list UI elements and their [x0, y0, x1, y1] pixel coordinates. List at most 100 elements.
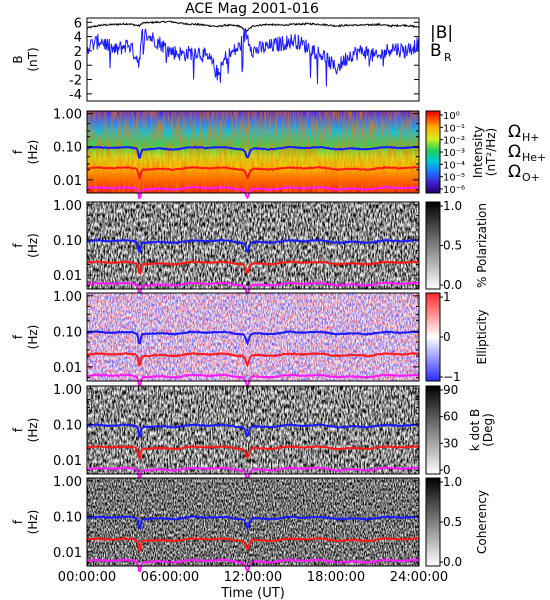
gyro-legend-sub-O_plus: O+ [522, 171, 540, 184]
colorbar-tick-label: 0 [443, 463, 451, 477]
heatmap-texture [87, 202, 419, 289]
ytick-label: 0.10 [53, 234, 82, 249]
colorbar-label-line1: Coherency [475, 490, 489, 554]
ylabel-line1: B [11, 55, 25, 63]
panel-5: f (Hz) 1.00 0.10 0.01 90 60 30 0 k dot B (Deg) [11, 383, 495, 482]
colorbar [425, 385, 441, 475]
plot-frame [86, 110, 420, 194]
gyro-line-H_plus [86, 423, 420, 438]
heatmap [87, 111, 419, 193]
colorbar-label-line2: (nT²/Hz) [484, 128, 498, 176]
heatmap-texture [87, 111, 419, 193]
colorbar-tick-label: 0.5 [443, 239, 462, 253]
ylabel-line2: (Hz) [26, 140, 40, 165]
ylabel-line1: f [11, 149, 25, 154]
ylabel-line2: (Hz) [26, 510, 40, 535]
gyro-line-H_plus [86, 515, 420, 531]
colorbar-tick-label: 10⁻³ [443, 148, 465, 159]
ylabel-line1: f [11, 334, 25, 339]
gyro-legend-symbol-He_plus: Ω [508, 142, 521, 162]
gyro-line-He_plus [86, 537, 420, 552]
ytick-label: 0.10 [53, 141, 82, 156]
plot-frame [86, 292, 420, 382]
gyro-line-O_plus [86, 185, 420, 200]
colorbar [425, 477, 441, 567]
panel-3-ylabel: f (Hz) [11, 233, 40, 258]
ylabel-line2: (nT) [26, 47, 40, 71]
ytick-label: 1.00 [53, 383, 82, 398]
plot-frame [86, 385, 420, 475]
gyro-legend-symbol-H_plus: Ω [508, 122, 521, 142]
ylabel-line2: (Hz) [26, 233, 40, 258]
xtick-label: 24:00:00 [390, 570, 448, 585]
series-B_R [86, 28, 420, 87]
colorbar-tick-label: 0.5 [443, 515, 462, 529]
colorbar [425, 201, 441, 290]
panel-4-ylabel: f (Hz) [11, 325, 40, 350]
xtick-label: 18:00:00 [307, 570, 365, 585]
chart-title: ACE Mag 2001-016 [185, 1, 319, 17]
colorbar-tick-label: 10⁻⁴ [443, 160, 465, 171]
colorbar-tick-label: 1 [443, 290, 451, 304]
colorbar-label: Intensity (nT²/Hz) [471, 126, 498, 178]
legend-B-total: |B| [430, 23, 453, 43]
ytick-label: 0 [74, 59, 82, 74]
colorbar-label-line1: Intensity [471, 126, 485, 178]
gyro-legend-symbol-O_plus: Ω [508, 162, 521, 182]
series-B_total [86, 20, 420, 33]
ylabel-line1: f [11, 519, 25, 524]
xtick-label: 00:00:00 [58, 570, 116, 585]
gyro-legend-sub-H_plus: H+ [522, 131, 540, 144]
colorbar-tick-label: 10⁻⁵ [443, 173, 465, 184]
colorbar [425, 292, 441, 382]
ytick-label: 1.00 [53, 108, 82, 123]
ytick-label: 0.01 [53, 269, 82, 284]
colorbar-label: Ellipticity [475, 310, 489, 365]
colorbar-tick-label: 0 [443, 330, 451, 344]
ylabel-line1: f [11, 243, 25, 248]
ytick-label: 1.00 [53, 475, 82, 490]
colorbar-tick-label: 1.0 [443, 475, 462, 489]
colorbar-tick-label: 10⁻⁶ [443, 185, 465, 196]
ytick-label: 0.10 [53, 418, 82, 433]
panel-6-ylabel: f (Hz) [11, 510, 40, 535]
ytick-label: 0.01 [53, 546, 82, 561]
heatmap [87, 386, 419, 474]
gyro-line-H_plus [86, 238, 419, 254]
ylabel-line1: f [11, 427, 25, 432]
heatmap-texture [87, 478, 419, 566]
colorbar-tick-label: 0.0 [443, 555, 462, 569]
ytick-label: 6 [74, 16, 82, 31]
gyro-line-He_plus [86, 352, 420, 368]
xaxis-label: Time (UT) [220, 586, 285, 600]
colorbar-label: k dot B (Deg) [468, 409, 495, 451]
gyro-line-O_plus [86, 281, 420, 297]
colorbar-label-line1: Ellipticity [475, 310, 489, 365]
ylabel-line2: (Hz) [26, 418, 40, 443]
panel-2-ylabel: f (Hz) [11, 140, 40, 165]
colorbar-label-line1: k dot B [468, 409, 482, 451]
heatmap [87, 202, 419, 289]
gyro-line-H_plus [86, 330, 420, 346]
ytick-label: -2 [69, 74, 82, 89]
gyro-line-H_plus [86, 145, 420, 159]
colorbar-tick-label: 10⁰ [443, 111, 460, 122]
ytick-label: -4 [69, 88, 82, 103]
colorbar-label: % Polarization [475, 203, 489, 288]
gyro-line-He_plus [86, 260, 420, 276]
ytick-label: 0.01 [53, 174, 82, 189]
colorbar-tick-label: −1 [443, 370, 461, 384]
colorbar [425, 110, 441, 194]
heatmap [87, 478, 419, 566]
ylabel-line2: (Hz) [26, 325, 40, 350]
panel-3: f (Hz) 1.00 0.10 0.01 1.0 0.5 0.0 % Polarization [11, 199, 489, 297]
heatmap [87, 293, 419, 381]
gyro-line-He_plus [86, 166, 420, 180]
colorbar-tick-label: 10⁻² [443, 136, 465, 147]
colorbar-label: Coherency [475, 490, 489, 554]
heatmap-texture-blue [87, 293, 419, 381]
